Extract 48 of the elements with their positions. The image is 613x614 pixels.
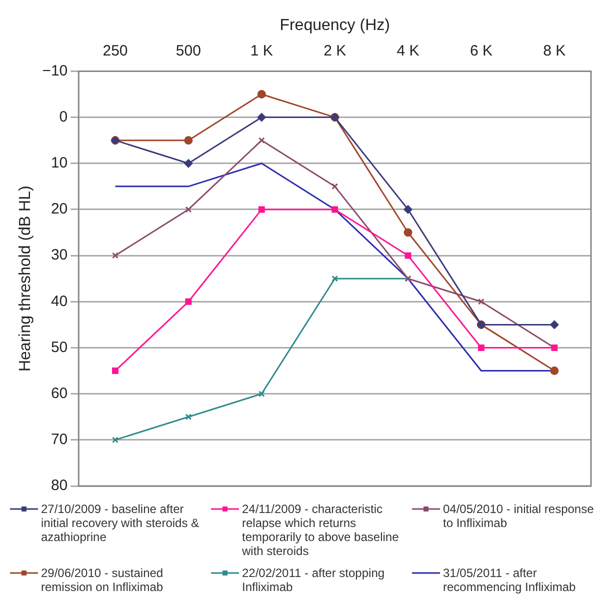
- legend-label: 31/05/2011 - after recommencing Infliximab: [443, 566, 577, 594]
- y-tick-label: 60: [50, 384, 68, 402]
- point: [332, 183, 338, 190]
- x-tick-label: 6 K: [470, 42, 492, 60]
- y-tick-label: 30: [50, 246, 68, 264]
- point: [112, 368, 118, 374]
- point: [258, 137, 265, 144]
- point: [550, 320, 559, 329]
- point: [185, 298, 192, 305]
- point: [258, 206, 265, 213]
- x-tick-label: 500: [176, 42, 201, 60]
- point: [332, 275, 338, 282]
- point: [257, 90, 266, 98]
- legend-label: 04/05/2010 - initial response to Infliximab: [443, 502, 595, 530]
- y-axis-title: Hearing threshold (dB HL): [17, 186, 34, 372]
- point: [112, 252, 118, 259]
- x-tick-label: 4 K: [396, 42, 420, 60]
- x-axis-title: Frequency (Hz): [280, 17, 390, 34]
- legend-label: 24/11/2009 - characteristic relapse which returns temporarily to above baseline with steroids: [242, 502, 400, 558]
- x-tick-label: 2 K: [324, 42, 346, 60]
- point: [185, 414, 192, 420]
- legend-label: 29/06/2010 - sustained remission on Infliximab: [41, 566, 164, 594]
- point: [184, 136, 193, 145]
- y-tick-label: 50: [50, 338, 68, 356]
- point: [258, 390, 265, 398]
- point: [404, 252, 412, 259]
- point: [185, 206, 192, 213]
- x-tick-label: 1 K: [250, 42, 273, 60]
- legend-label: 27/10/2009 - baseline after initial recovery with steroids & azathioprine: [41, 502, 200, 544]
- point: [478, 298, 484, 305]
- point: [478, 344, 484, 351]
- point: [550, 366, 559, 376]
- x-tick-label: 8 K: [543, 42, 566, 60]
- y-tick-label: −10: [42, 62, 68, 80]
- point: [257, 113, 266, 122]
- y-tick-label: 20: [50, 200, 68, 218]
- legend-label: 22/02/2011 - after stopping Infliximab: [242, 566, 386, 594]
- y-tick-label: 10: [50, 154, 68, 172]
- point: [404, 228, 412, 237]
- point: [184, 159, 193, 168]
- y-tick-label: 80: [50, 477, 68, 494]
- point: [332, 206, 338, 213]
- y-tick-label: 0: [59, 108, 68, 126]
- y-tick-label: 70: [50, 431, 68, 448]
- point: [112, 436, 118, 444]
- point: [404, 205, 412, 214]
- x-tick-label: 250: [102, 42, 128, 60]
- y-tick-label: 40: [50, 292, 68, 310]
